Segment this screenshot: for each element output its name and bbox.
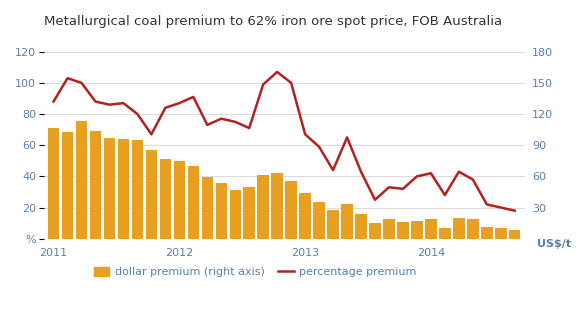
Bar [202,177,213,239]
Bar [90,131,101,239]
Bar [146,151,157,239]
Bar [300,193,311,239]
Bar [104,138,115,239]
Bar [243,187,255,239]
Bar [229,190,241,239]
Bar [453,218,464,239]
Bar [355,214,367,239]
Bar [467,219,479,239]
Bar [411,221,422,239]
Bar [369,223,381,239]
Bar [509,230,521,239]
Text: Metallurgical coal premium to 62% iron ore spot price, FOB Australia: Metallurgical coal premium to 62% iron o… [44,15,502,28]
Bar [425,219,436,239]
Bar [397,222,409,239]
Bar [383,219,395,239]
Bar [160,159,171,239]
Bar [481,227,493,239]
Bar [132,140,143,239]
Bar [174,161,185,239]
Bar [215,182,227,239]
Bar [76,121,87,239]
Bar [341,204,353,239]
Bar [62,132,73,239]
Bar [188,166,199,239]
Bar [495,228,507,239]
Bar [271,173,283,239]
Bar [328,209,339,239]
Text: US$/t: US$/t [536,239,571,249]
Bar [314,202,325,239]
Bar [285,180,297,239]
Bar [118,139,129,239]
Legend: dollar premium (right axis), percentage premium: dollar premium (right axis), percentage … [90,263,421,282]
Bar [257,175,269,239]
Bar [439,228,450,239]
Bar [48,128,59,239]
